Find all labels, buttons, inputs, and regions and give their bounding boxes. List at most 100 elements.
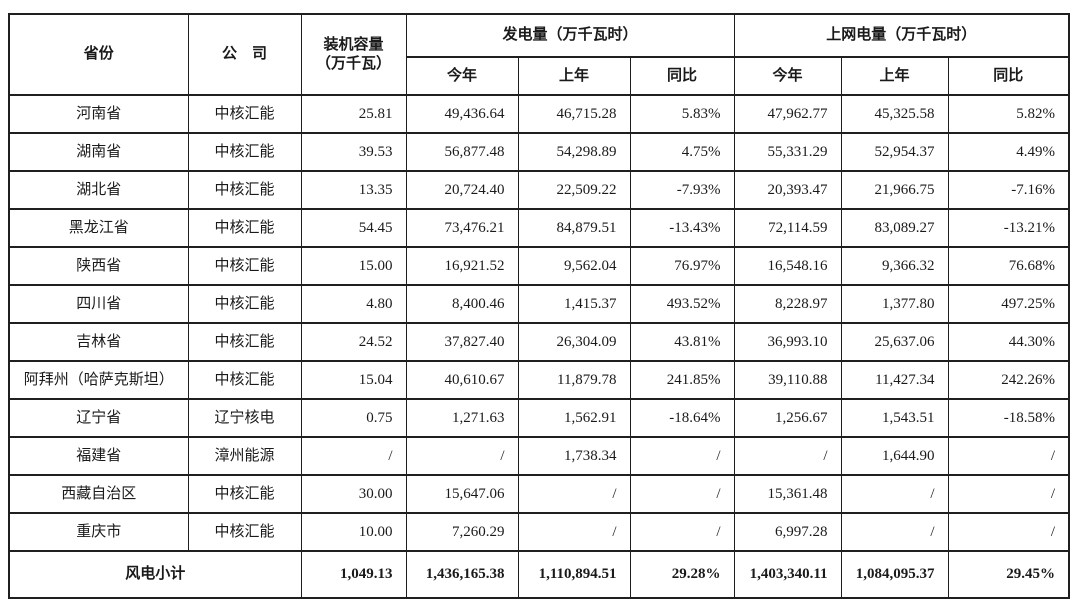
cell-company: 中核汇能 <box>187 512 302 552</box>
cell-gen-this: 73,476.21 <box>405 208 519 248</box>
summary-capacity: 1,049.13 <box>300 550 407 599</box>
cell-capacity: 0.75 <box>300 398 407 438</box>
table-body: 河南省 中核汇能 25.81 49,436.64 46,715.28 5.83% 47,96… <box>8 94 1070 552</box>
cell-grid-last: 11,427.34 <box>840 360 949 400</box>
cell-grid-this: 47,962.77 <box>733 94 842 134</box>
cell-gen-last: 1,562.91 <box>517 398 631 438</box>
table-row: 湖北省 中核汇能 13.35 20,724.40 22,509.22 -7.93% 20,3… <box>8 170 1070 210</box>
cell-capacity: 15.04 <box>300 360 407 400</box>
col-header-grid-yoy: 同比 <box>947 56 1070 96</box>
cell-province: 辽宁省 <box>8 398 189 438</box>
cell-grid-yoy: / <box>947 512 1070 552</box>
cell-company: 中核汇能 <box>187 246 302 286</box>
cell-grid-last: 45,325.58 <box>840 94 949 134</box>
cell-gen-this: 40,610.67 <box>405 360 519 400</box>
cell-grid-this: 39,110.88 <box>733 360 842 400</box>
table-row: 河南省 中核汇能 25.81 49,436.64 46,715.28 5.83% 47,96… <box>8 94 1070 134</box>
cell-gen-last: 11,879.78 <box>517 360 631 400</box>
cell-gen-this: 56,877.48 <box>405 132 519 172</box>
cell-province: 四川省 <box>8 284 189 324</box>
table-row: 阿拜州（哈萨克斯坦） 中核汇能 15.04 40,610.67 11,879.78 241… <box>8 360 1070 400</box>
summary-grid-last-year: 1,084,095.37 <box>840 550 949 599</box>
table-row: 四川省 中核汇能 4.80 8,400.46 1,415.37 493.52% 8,228.… <box>8 284 1070 324</box>
cell-gen-this: 15,647.06 <box>405 474 519 514</box>
col-header-gen-this-year: 今年 <box>405 56 519 96</box>
table-row: 重庆市 中核汇能 10.00 7,260.29//6,997.28// <box>8 512 1070 552</box>
cell-capacity: 39.53 <box>300 132 407 172</box>
cell-province: 黑龙江省 <box>8 208 189 248</box>
summary-label: 风电小计 <box>8 550 302 599</box>
cell-grid-last: / <box>840 512 949 552</box>
cell-gen-this: 20,724.40 <box>405 170 519 210</box>
cell-grid-last: 1,377.80 <box>840 284 949 324</box>
col-header-grid-this-year: 今年 <box>733 56 842 96</box>
col-group-generation: 发电量（万千瓦时） <box>405 13 735 58</box>
summary-gen-this-year: 1,436,165.38 <box>405 550 519 599</box>
cell-province: 阿拜州（哈萨克斯坦） <box>8 360 189 400</box>
header-group-row: 省份 公 司 装机容量 （万千瓦） 发电量（万千瓦时） 上网电量（万千瓦时） <box>8 13 1070 96</box>
summary-grid-this-year: 1,403,340.11 <box>733 550 842 599</box>
cell-gen-yoy: 5.83% <box>629 94 735 134</box>
col-header-gen-last-year: 上年 <box>517 56 631 96</box>
cell-grid-yoy: 242.26% <box>947 360 1070 400</box>
cell-gen-this: 8,400.46 <box>405 284 519 324</box>
col-header-gen-yoy: 同比 <box>629 56 735 96</box>
cell-province: 陕西省 <box>8 246 189 286</box>
cell-gen-last: 9,562.04 <box>517 246 631 286</box>
cell-province: 吉林省 <box>8 322 189 362</box>
cell-grid-last: 9,366.32 <box>840 246 949 286</box>
cell-gen-last: 54,298.89 <box>517 132 631 172</box>
cell-gen-yoy: 76.97% <box>629 246 735 286</box>
cell-company: 中核汇能 <box>187 474 302 514</box>
cell-grid-last: 83,089.27 <box>840 208 949 248</box>
cell-company: 漳州能源 <box>187 436 302 476</box>
table-row: 湖南省 中核汇能 39.53 56,877.48 54,298.89 4.75% 55,33… <box>8 132 1070 172</box>
cell-gen-last: / <box>517 512 631 552</box>
cell-gen-this: / <box>405 436 519 476</box>
cell-gen-yoy: 43.81% <box>629 322 735 362</box>
cell-capacity: 4.80 <box>300 284 407 324</box>
summary-grid-yoy: 29.45% <box>947 550 1070 599</box>
cell-province: 湖南省 <box>8 132 189 172</box>
cell-company: 辽宁核电 <box>187 398 302 438</box>
cell-company: 中核汇能 <box>187 208 302 248</box>
cell-province: 福建省 <box>8 436 189 476</box>
table-row: 吉林省 中核汇能 24.52 37,827.40 26,304.09 43.81% 36,9… <box>8 322 1070 362</box>
cell-grid-last: 1,644.90 <box>840 436 949 476</box>
cell-grid-last: 21,966.75 <box>840 170 949 210</box>
cell-gen-last: 46,715.28 <box>517 94 631 134</box>
cell-grid-this: 6,997.28 <box>733 512 842 552</box>
cell-province: 西藏自治区 <box>8 474 189 514</box>
table-row: 西藏自治区 中核汇能 30.00 15,647.06//15,361.48// <box>8 474 1070 514</box>
cell-grid-last: 25,637.06 <box>840 322 949 362</box>
cell-gen-last: 1,738.34 <box>517 436 631 476</box>
cell-grid-this: 1,256.67 <box>733 398 842 438</box>
cell-grid-this: 36,993.10 <box>733 322 842 362</box>
cell-grid-yoy: / <box>947 436 1070 476</box>
cell-grid-yoy: / <box>947 474 1070 514</box>
cell-grid-this: 16,548.16 <box>733 246 842 286</box>
cell-province: 湖北省 <box>8 170 189 210</box>
cell-grid-this: 20,393.47 <box>733 170 842 210</box>
cell-grid-last: / <box>840 474 949 514</box>
cell-gen-yoy: -18.64% <box>629 398 735 438</box>
cell-grid-this: 72,114.59 <box>733 208 842 248</box>
col-header-province: 省份 <box>8 13 189 96</box>
cell-gen-this: 1,271.63 <box>405 398 519 438</box>
col-header-capacity: 装机容量 （万千瓦） <box>300 13 407 96</box>
cell-gen-yoy: 4.75% <box>629 132 735 172</box>
summary-row: 风电小计 1,049.13 1,436,165.38 1,110,894.51 … <box>8 550 1070 599</box>
cell-grid-yoy: 5.82% <box>947 94 1070 134</box>
summary-gen-last-year: 1,110,894.51 <box>517 550 631 599</box>
cell-capacity: 10.00 <box>300 512 407 552</box>
cell-capacity: 15.00 <box>300 246 407 286</box>
cell-company: 中核汇能 <box>187 94 302 134</box>
cell-gen-yoy: -7.93% <box>629 170 735 210</box>
cell-gen-last: 22,509.22 <box>517 170 631 210</box>
cell-company: 中核汇能 <box>187 170 302 210</box>
cell-gen-yoy: / <box>629 512 735 552</box>
cell-grid-last: 52,954.37 <box>840 132 949 172</box>
cell-company: 中核汇能 <box>187 322 302 362</box>
header-sub-row: 今年 上年 同比 今年 上年 同比 <box>9 56 1070 96</box>
